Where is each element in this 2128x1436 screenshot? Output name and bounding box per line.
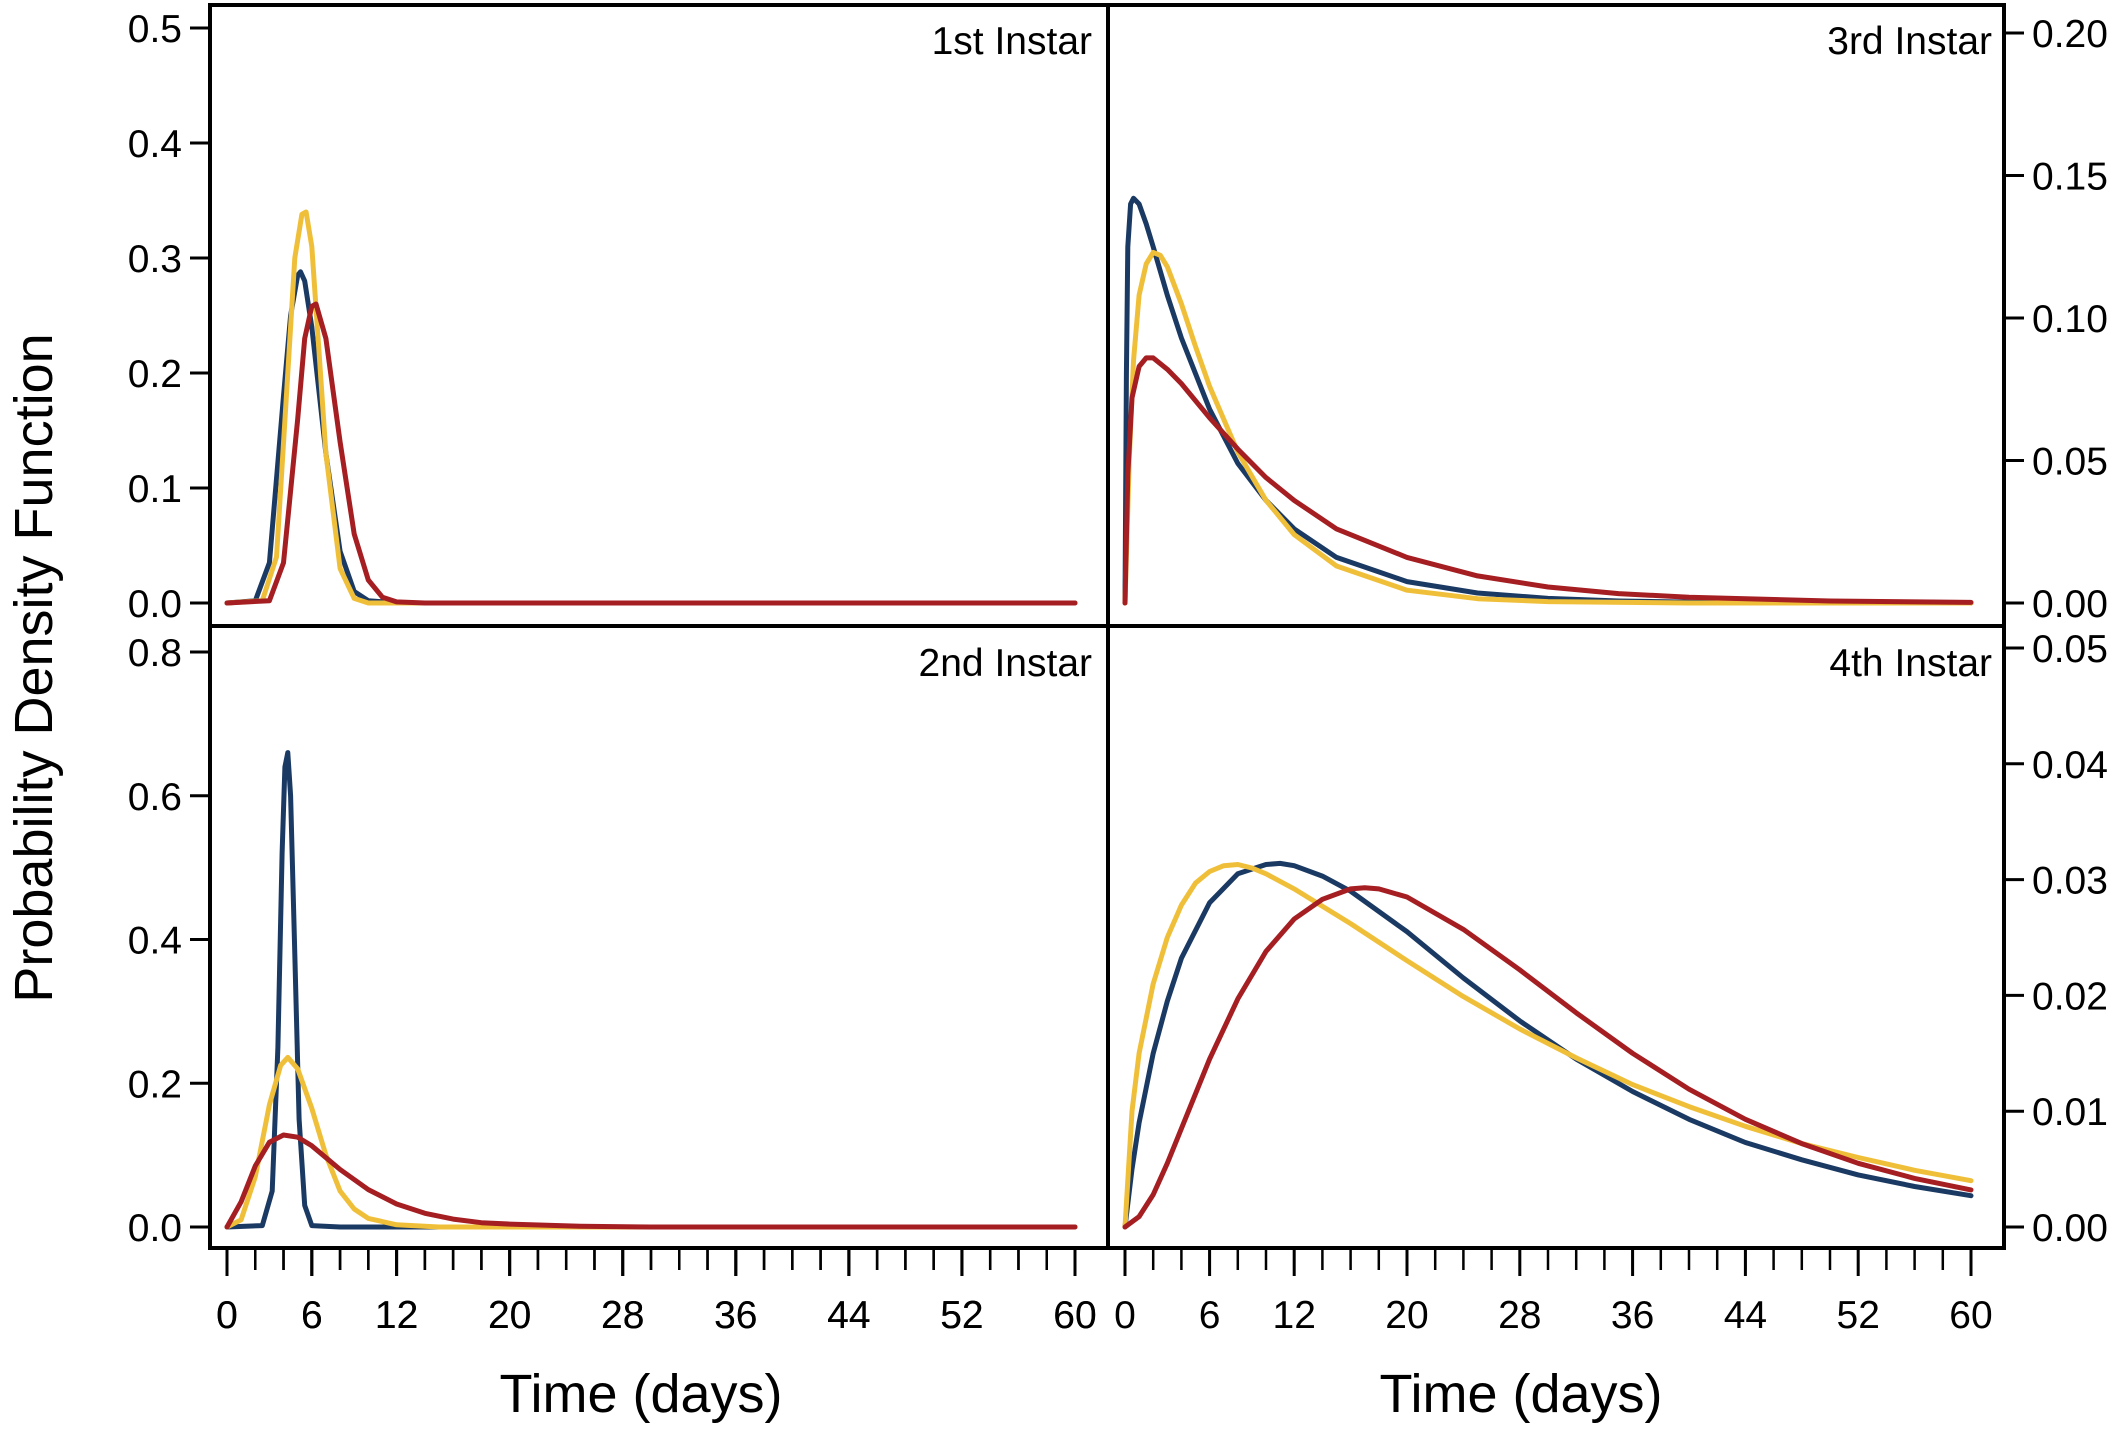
y-tick-label-1st-instar-0: 0.0	[128, 583, 182, 626]
series-line-1st-instar-0	[224, 269, 1078, 606]
y-tick-label-2nd-instar-1: 0.2	[128, 1063, 182, 1106]
x-tick-label-4th-instar-4: 28	[1498, 1294, 1541, 1337]
panel-title-4th-instar: 4th Instar	[1829, 642, 1992, 685]
x-tick-label-4th-instar-0: 0	[1114, 1294, 1136, 1337]
x-tick-label-1st-instar-6: 44	[827, 1294, 870, 1337]
y-tick-label-3rd-instar-2: 0.10	[2032, 298, 2108, 341]
y-tick-label-2nd-instar-4: 0.8	[128, 632, 182, 675]
y-tick-label-3rd-instar-4: 0.20	[2032, 13, 2108, 56]
series-line-4th-instar-0	[1122, 860, 1974, 1230]
x-tick-label-1st-instar-1: 6	[301, 1294, 323, 1337]
x-tick-label-2nd-instar-5: 36	[714, 1294, 757, 1337]
x-axis-title-left: Time (days)	[499, 1364, 782, 1424]
x-tick-label-1st-instar-4: 28	[601, 1294, 644, 1337]
y-tick-label-2nd-instar-3: 0.6	[128, 776, 182, 819]
y-tick-label-1st-instar-1: 0.1	[128, 468, 182, 511]
series-line-3rd-instar-2	[1122, 355, 1974, 606]
x-tick-label-4th-instar-7: 52	[1837, 1294, 1880, 1337]
y-tick-label-4th-instar-5: 0.05	[2032, 628, 2108, 671]
y-tick-label-4th-instar-2: 0.02	[2032, 975, 2108, 1018]
series-line-2nd-instar-2	[224, 1132, 1078, 1230]
x-tick-label-4th-instar-3: 20	[1385, 1294, 1428, 1337]
y-tick-label-4th-instar-4: 0.04	[2032, 744, 2108, 787]
x-tick-label-4th-instar-1: 6	[1199, 1294, 1221, 1337]
x-tick-label-1st-instar-8: 60	[1053, 1294, 1096, 1337]
y-tick-label-4th-instar-0: 0.00	[2032, 1207, 2108, 1250]
x-tick-label-2nd-instar-3: 20	[488, 1294, 531, 1337]
series-line-3rd-instar-1	[1122, 249, 1974, 606]
x-tick-label-4th-instar-5: 36	[1611, 1294, 1654, 1337]
y-tick-label-1st-instar-5: 0.5	[128, 8, 182, 51]
x-tick-label-1st-instar-0: 0	[216, 1294, 238, 1337]
series-line-1st-instar-1	[224, 209, 1078, 606]
x-tick-label-4th-instar-8: 60	[1949, 1294, 1992, 1337]
y-tick-label-4th-instar-1: 0.01	[2032, 1091, 2108, 1134]
x-tick-label-4th-instar-6: 44	[1724, 1294, 1767, 1337]
series-line-2nd-instar-1	[224, 1054, 1078, 1230]
y-tick-label-1st-instar-3: 0.3	[128, 238, 182, 281]
series-line-4th-instar-1	[1122, 862, 1974, 1230]
panel-title-1st-instar: 1st Instar	[932, 20, 1092, 63]
panel-title-3rd-instar: 3rd Instar	[1827, 20, 1992, 63]
y-axis-title: Probability Density Function	[4, 333, 64, 1002]
x-axis-title-right: Time (days)	[1379, 1364, 1662, 1424]
x-tick-label-2nd-instar-8: 60	[1053, 1294, 1096, 1337]
x-tick-label-2nd-instar-7: 52	[940, 1294, 983, 1337]
x-tick-label-2nd-instar-1: 6	[301, 1294, 323, 1337]
x-tick-label-1st-instar-5: 36	[714, 1294, 757, 1337]
y-tick-label-3rd-instar-3: 0.15	[2032, 156, 2108, 199]
plot-layer: 0.00.10.20.30.40.50 6 12 20 28 36 44 52 600.00.2…	[128, 8, 2108, 1337]
y-tick-label-4th-instar-3: 0.03	[2032, 860, 2108, 903]
y-tick-label-3rd-instar-1: 0.05	[2032, 441, 2108, 484]
panel-title-2nd-instar: 2nd Instar	[919, 642, 1092, 685]
x-tick-label-2nd-instar-4: 28	[601, 1294, 644, 1337]
series-line-3rd-instar-0	[1122, 195, 1974, 606]
y-tick-label-3rd-instar-0: 0.00	[2032, 583, 2108, 626]
series-line-1st-instar-2	[224, 301, 1078, 606]
x-tick-label-4th-instar-2: 12	[1273, 1294, 1316, 1337]
y-tick-label-2nd-instar-0: 0.0	[128, 1207, 182, 1250]
x-tick-label-2nd-instar-0: 0	[216, 1294, 238, 1337]
y-tick-label-1st-instar-4: 0.4	[128, 123, 182, 166]
series-line-4th-instar-2	[1122, 885, 1974, 1230]
x-tick-label-1st-instar-3: 20	[488, 1294, 531, 1337]
x-tick-label-1st-instar-2: 12	[375, 1294, 418, 1337]
x-tick-label-2nd-instar-2: 12	[375, 1294, 418, 1337]
series-line-2nd-instar-0	[224, 750, 1078, 1230]
x-tick-label-2nd-instar-6: 44	[827, 1294, 870, 1337]
y-tick-label-1st-instar-2: 0.2	[128, 353, 182, 396]
x-tick-label-1st-instar-7: 52	[940, 1294, 983, 1337]
y-tick-label-2nd-instar-2: 0.4	[128, 920, 182, 963]
